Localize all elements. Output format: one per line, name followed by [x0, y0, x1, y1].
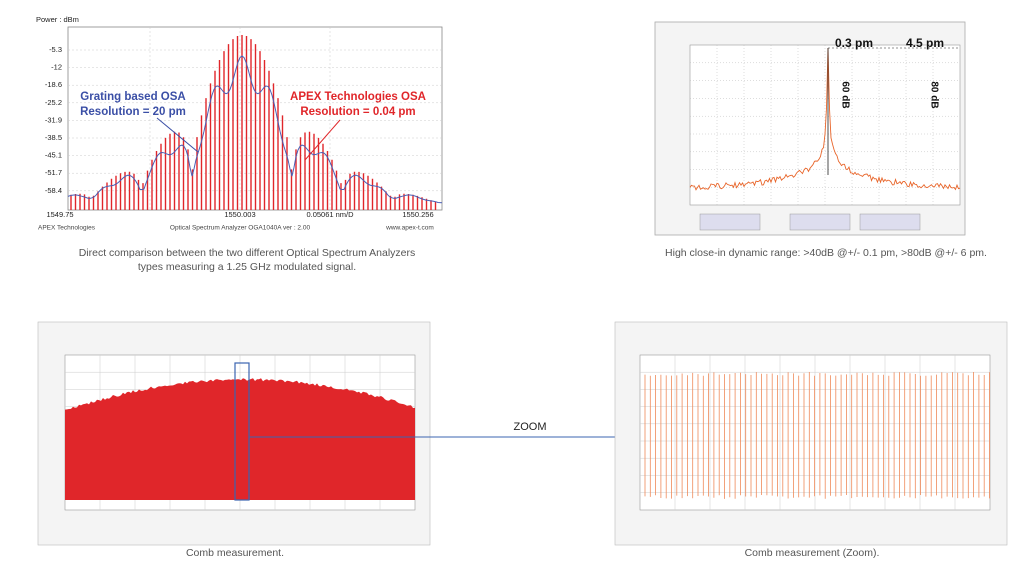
label: 60 dB [839, 81, 850, 108]
panel-dynamic-range: 0.3 pm 4.5 pm 60 dB 80 dB High close-in … [654, 21, 987, 259]
annotation: Resolution = 0.04 pm [300, 106, 415, 118]
footer-text: APEX Technologies [38, 225, 96, 232]
y-tick-label: -25.2 [45, 98, 62, 107]
annotation: APEX Technologies OSA [290, 91, 426, 103]
x-tick-label: 1550.003 [224, 210, 255, 219]
comb-area [65, 378, 415, 500]
label: 80 dB [928, 81, 939, 108]
y-tick-label: -18.6 [45, 80, 62, 89]
caption: High close-in dynamic range: >40dB @+/- … [665, 247, 987, 259]
panel-comb: Comb measurement. [37, 321, 431, 559]
spectrum-apex [70, 35, 437, 210]
y-tick-label: -5.3 [49, 45, 62, 54]
plot-3 [65, 355, 415, 510]
plot-1 [67, 27, 443, 210]
footer-text: www.apex-t.com [385, 225, 434, 232]
zoom-box [234, 362, 250, 501]
footer-text: Optical Spectrum Analyzer OGA1040A ver :… [170, 225, 311, 232]
annotation: Resolution = 20 pm [80, 106, 186, 118]
y-tick-label: -31.9 [45, 115, 62, 124]
annotation-arrow [304, 119, 341, 161]
x-tick-label: 0.05061 nm/D [306, 210, 354, 219]
caption: Direct comparison between the two differ… [79, 247, 416, 259]
y-tick-label: -51.7 [45, 168, 62, 177]
comb-lines [644, 372, 990, 499]
caption: Comb measurement (Zoom). [745, 547, 880, 559]
panel-comb-zoom: Comb measurement (Zoom). [614, 321, 1008, 559]
x-tick-label: 1549.75 [46, 210, 73, 219]
caption: Comb measurement. [186, 547, 284, 559]
annotation: Grating based OSA [80, 91, 185, 103]
y-tick-label: -12 [51, 63, 62, 72]
toolbar-button [699, 213, 761, 231]
zoom-label: ZOOM [514, 421, 547, 433]
spectrum [689, 47, 961, 191]
label: 4.5 pm [906, 36, 944, 50]
toolbar-button [859, 213, 921, 231]
plot-2 [689, 45, 961, 231]
plot-area [689, 44, 961, 206]
caption: types measuring a 1.25 GHz modulated sig… [138, 261, 356, 273]
panel-comparison: Power : dBm -5.3 -12 -18.6 -25.2 -31.9 -38.5 -… [36, 15, 443, 273]
y-axis-label: Power : dBm [36, 15, 79, 24]
y-tick-label: -38.5 [45, 133, 62, 142]
annotation-arrow [156, 117, 199, 153]
label: 0.3 pm [835, 36, 873, 50]
x-tick-label: 1550.256 [402, 210, 433, 219]
toolbar-button [789, 213, 851, 231]
plot-4 [640, 355, 990, 510]
spectrum-grating [67, 55, 443, 204]
y-tick-label: -45.1 [45, 151, 62, 160]
y-tick-label: -58.4 [45, 186, 62, 195]
